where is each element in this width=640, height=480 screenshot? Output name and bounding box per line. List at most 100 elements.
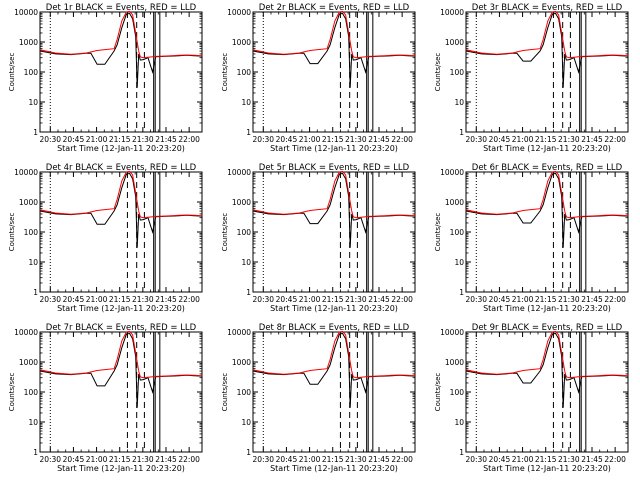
y-axis-label: Counts/sec [221,213,229,252]
x-tick-label: 21:15 [535,455,557,464]
y-tick-label: 10000 [227,328,251,337]
x-tick-label: 21:15 [109,455,131,464]
x-tick-label: 21:00 [299,135,321,144]
y-tick-label: 1000 [445,198,464,207]
panel-4: Det 4r BLACK = Events, RED = LLD 1 10 100 10… [8,163,203,313]
lld-series-line [465,10,629,59]
x-tick-label: 21:15 [535,295,557,304]
x-tick-label: 22:00 [604,455,626,464]
x-tick-label: 21:00 [512,455,534,464]
x-tick-label: 22:00 [604,135,626,144]
lld-series-line [252,170,416,219]
y-tick-label: 100 [237,388,252,397]
x-tick-label: 21:15 [535,135,557,144]
panel-8: Det 8r BLACK = Events, RED = LLD 1 10 100 10… [221,323,416,473]
x-tick-label: 21:30 [558,295,580,304]
x-axis-label: Start Time (12-Jan-11 20:23:20) [483,304,611,313]
x-tick-label: 21:00 [86,455,108,464]
y-axis-label: Counts/sec [434,373,442,412]
y-tick-label: 100 [450,68,465,77]
x-tick-label: 21:45 [368,295,390,304]
x-tick-label: 20:30 [252,135,274,144]
x-tick-label: 21:15 [109,135,131,144]
y-tick-label: 100 [450,228,465,237]
x-tick-label: 21:30 [345,295,367,304]
x-tick-label: 21:45 [368,455,390,464]
x-tick-label: 20:45 [63,135,85,144]
y-tick-label: 1000 [19,38,38,47]
panel-6: Det 6r BLACK = Events, RED = LLD 1 10 100 10… [434,163,629,313]
panel-title: Det 6r BLACK = Events, RED = LLD [472,163,623,173]
x-tick-label: 21:00 [86,135,108,144]
y-tick-label: 10 [454,258,464,267]
x-tick-label: 22:00 [391,295,413,304]
x-tick-label: 20:45 [63,295,85,304]
x-tick-label: 21:30 [132,135,154,144]
y-tick-label: 10 [28,98,38,107]
y-tick-label: 10 [454,418,464,427]
panel-2: Det 2r BLACK = Events, RED = LLD 1 10 100 10… [221,3,416,153]
panel-title: Det 5r BLACK = Events, RED = LLD [259,163,410,173]
y-tick-label: 100 [24,228,39,237]
y-tick-label: 10000 [440,328,464,337]
x-axis-label: Start Time (12-Jan-11 20:23:20) [57,144,185,153]
y-tick-label: 10 [28,418,38,427]
x-tick-label: 20:45 [276,295,298,304]
x-axis-label: Start Time (12-Jan-11 20:23:20) [57,304,185,313]
y-tick-label: 10000 [227,8,251,17]
y-tick-label: 1000 [19,198,38,207]
y-axis-label: Counts/sec [8,213,16,252]
x-tick-label: 21:00 [299,455,321,464]
x-tick-label: 20:45 [63,455,85,464]
x-tick-label: 20:45 [276,135,298,144]
lld-series-line [465,330,629,379]
y-tick-label: 10 [28,258,38,267]
y-tick-label: 10000 [14,168,38,177]
y-tick-label: 1 [33,288,38,297]
y-tick-label: 1000 [232,358,251,367]
x-axis-label: Start Time (12-Jan-11 20:23:20) [270,144,398,153]
y-axis-label: Counts/sec [8,373,16,412]
x-tick-label: 20:30 [465,135,487,144]
lld-series-line [465,170,629,219]
x-tick-label: 21:15 [322,135,344,144]
y-tick-label: 1000 [19,358,38,367]
x-tick-label: 21:30 [558,455,580,464]
y-tick-label: 1 [246,448,251,457]
x-tick-label: 21:00 [86,295,108,304]
panel-title: Det 8r BLACK = Events, RED = LLD [259,323,410,333]
panel-title: Det 4r BLACK = Events, RED = LLD [46,163,197,173]
y-tick-label: 1 [246,128,251,137]
x-tick-label: 22:00 [604,295,626,304]
y-tick-label: 10000 [14,328,38,337]
y-tick-label: 10000 [14,8,38,17]
y-tick-label: 1 [246,288,251,297]
panel-5: Det 5r BLACK = Events, RED = LLD 1 10 100 10… [221,163,416,313]
x-tick-label: 21:15 [322,455,344,464]
y-tick-label: 100 [450,388,465,397]
x-tick-label: 20:30 [465,295,487,304]
x-tick-label: 21:30 [132,295,154,304]
x-tick-label: 21:45 [581,135,603,144]
x-tick-label: 21:00 [512,295,534,304]
x-tick-label: 21:45 [155,135,177,144]
x-tick-label: 22:00 [178,455,200,464]
y-tick-label: 1000 [445,358,464,367]
x-tick-label: 20:30 [39,295,61,304]
x-tick-label: 20:45 [276,455,298,464]
x-tick-label: 21:45 [581,455,603,464]
y-tick-label: 10 [454,98,464,107]
panel-title: Det 3r BLACK = Events, RED = LLD [472,3,623,13]
x-tick-label: 22:00 [178,295,200,304]
lld-series-line [39,170,203,219]
lld-series-line [39,330,203,379]
x-axis-label: Start Time (12-Jan-11 20:23:20) [483,464,611,473]
x-tick-label: 20:30 [39,455,61,464]
panel-1: Det 1r BLACK = Events, RED = LLD 1 10 100 10… [8,3,203,153]
panel-7: Det 7r BLACK = Events, RED = LLD 1 10 100 10… [8,323,203,473]
panel-9: Det 9r BLACK = Events, RED = LLD 1 10 100 10… [434,323,629,473]
y-tick-label: 100 [24,68,39,77]
y-tick-label: 1 [459,128,464,137]
x-tick-label: 21:45 [155,295,177,304]
